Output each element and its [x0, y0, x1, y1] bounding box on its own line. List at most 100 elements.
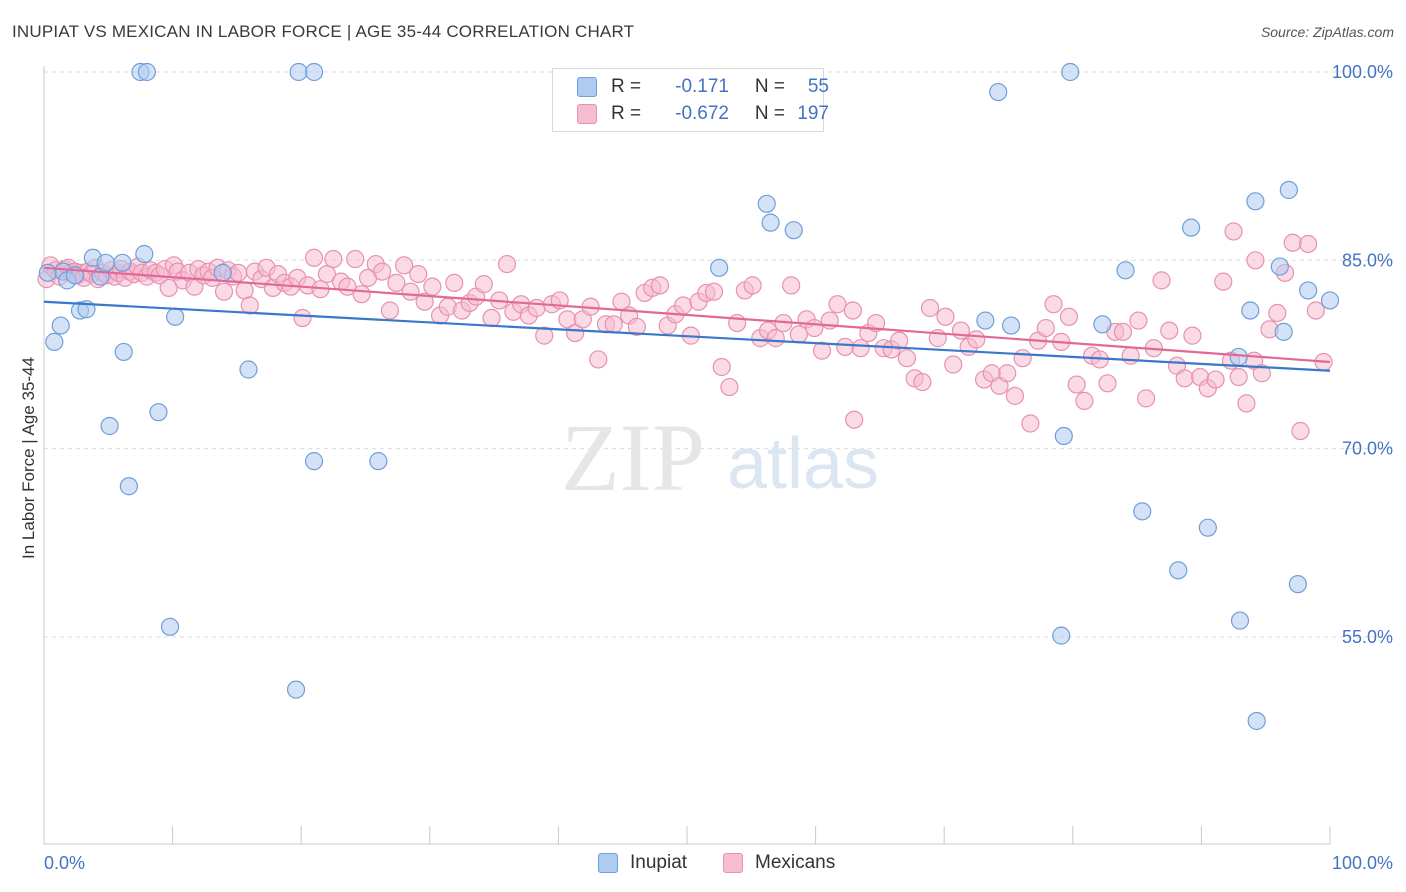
- mexicans-point: [317, 265, 337, 284]
- mexicans-point: [812, 341, 832, 360]
- n-value: 197: [797, 103, 829, 124]
- r-label: R =: [611, 76, 642, 97]
- mexicans-point: [1183, 326, 1202, 345]
- inupiat-point: [1299, 281, 1318, 300]
- inupiat-point: [989, 82, 1008, 102]
- r-label: R =: [611, 103, 642, 124]
- mexicans-point: [324, 249, 343, 269]
- mexicans-point: [482, 308, 501, 328]
- mexicans-point: [1237, 394, 1256, 413]
- legend-item-mexicans[interactable]: Mexicans: [723, 852, 835, 874]
- mexicans-point: [890, 331, 909, 350]
- mexicans-point: [720, 377, 739, 397]
- mexicans-point: [1229, 367, 1248, 387]
- mexicans-point: [967, 330, 986, 349]
- mexicans-point: [304, 248, 324, 267]
- inupiat-point: [113, 253, 132, 272]
- mexicans-point: [352, 285, 371, 304]
- inupiat-point: [100, 416, 119, 436]
- inupiat-point: [1246, 192, 1265, 211]
- mexicans-point: [401, 282, 420, 301]
- mexicans-point: [1268, 303, 1287, 323]
- n-value: 55: [807, 76, 829, 97]
- y-tick-label: 85.0%: [1342, 250, 1393, 270]
- n-label: N =: [754, 76, 785, 97]
- mexicans-point: [1075, 391, 1094, 410]
- mexicans-point: [1098, 374, 1117, 393]
- mexicans-point: [566, 323, 585, 343]
- inupiat-point: [1241, 301, 1260, 320]
- mexicans-point: [789, 325, 808, 344]
- inupiat-point: [1133, 502, 1152, 521]
- mexicans-point: [920, 298, 940, 318]
- n-label: N =: [754, 103, 785, 124]
- mexicans-point: [712, 357, 731, 377]
- series-legend: Inupiat Mexicans: [0, 852, 1406, 876]
- mexicans-point: [843, 301, 862, 320]
- mexicans-point: [1160, 321, 1179, 340]
- mexicans-point: [674, 296, 693, 315]
- mexicans-point: [380, 301, 400, 320]
- mexicans-point: [936, 307, 955, 326]
- mexicans-point: [1152, 271, 1171, 290]
- mexicans-point: [845, 410, 864, 429]
- mexicans-point: [1283, 233, 1302, 252]
- inupiat-point: [304, 62, 324, 82]
- inupiat-point: [1052, 626, 1071, 645]
- mexicans-legend-swatch: [723, 853, 743, 873]
- mexicans-point: [851, 339, 870, 358]
- inupiat-point: [1279, 180, 1298, 200]
- mexicans-point: [497, 254, 517, 274]
- x-tick-label: 0.0%: [44, 853, 85, 873]
- inupiat-point: [45, 332, 64, 351]
- mexicans-point: [1214, 272, 1233, 291]
- inupiat-point: [239, 360, 258, 379]
- mexicans-point: [589, 350, 608, 369]
- mexicans-point: [704, 282, 724, 301]
- legend-label-inupiat: Inupiat: [630, 852, 688, 873]
- mexicans-point: [159, 278, 178, 298]
- watermark-zip: ZIP: [561, 404, 705, 511]
- mexicans-point: [394, 256, 414, 275]
- mexicans-point: [1044, 295, 1063, 314]
- inupiat-point: [304, 452, 324, 471]
- inupiat-legend-swatch: [598, 853, 618, 873]
- mexicans-point: [1246, 251, 1265, 270]
- inupiat-point: [166, 307, 185, 326]
- x-tick-label: 100.0%: [1332, 853, 1393, 873]
- mexicans-point: [1005, 386, 1025, 405]
- inupiat-point: [160, 617, 180, 636]
- inupiat-point: [369, 452, 388, 471]
- inupiat-point: [135, 244, 154, 264]
- mexicans-point: [1113, 322, 1133, 341]
- legend-label-mexicans: Mexicans: [755, 852, 836, 873]
- mexicans-point: [1252, 364, 1271, 383]
- mexicans-point: [998, 364, 1017, 383]
- mexicans-point: [535, 326, 554, 345]
- mexicans-point: [836, 337, 855, 357]
- inupiat-point: [1288, 575, 1307, 594]
- inupiat-swatch: [577, 77, 597, 97]
- inupiat-point: [51, 316, 70, 335]
- inupiat-point: [114, 342, 133, 362]
- inupiat-point: [976, 311, 995, 330]
- mexicans-swatch: [577, 104, 597, 124]
- mexicans-point: [1059, 307, 1079, 326]
- chart-title: INUPIAT VS MEXICAN IN LABOR FORCE | AGE …: [12, 22, 635, 41]
- mexicans-point: [1036, 318, 1055, 338]
- inupiat-point: [1270, 257, 1289, 276]
- inupiat-point: [1247, 711, 1266, 731]
- mexicans-point: [766, 329, 785, 348]
- mexicans-point: [650, 276, 670, 295]
- inupiat-point: [289, 62, 308, 82]
- inupiat-point: [38, 263, 57, 282]
- y-axis-label: In Labor Force | Age 35-44: [19, 357, 38, 559]
- y-tick-label: 70.0%: [1342, 439, 1393, 459]
- y-tick-label: 100.0%: [1332, 62, 1393, 82]
- inupiat-point: [1274, 322, 1293, 341]
- inupiat-trend-line: [43, 300, 1331, 372]
- mexicans-point: [1137, 389, 1156, 408]
- inupiat-point: [119, 477, 138, 496]
- mexicans-point: [1291, 421, 1310, 441]
- legend-item-inupiat[interactable]: Inupiat: [598, 852, 687, 874]
